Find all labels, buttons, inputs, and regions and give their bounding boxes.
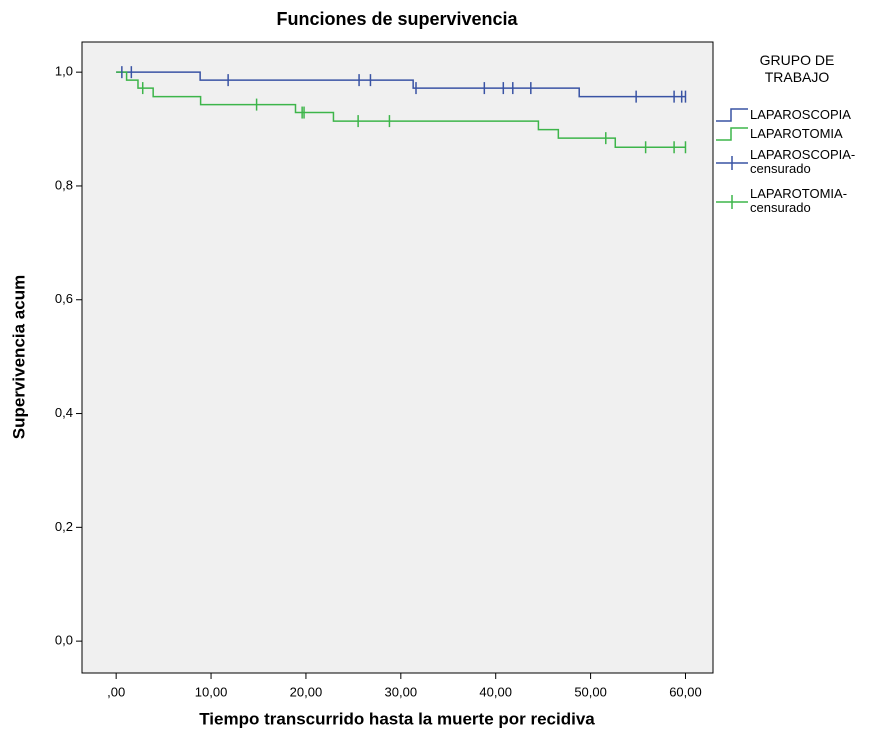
chart-title: Funciones de supervivencia (276, 9, 518, 29)
y-tick-label: 0,6 (55, 291, 73, 306)
x-tick-label: 20,00 (290, 684, 323, 699)
legend-symbol (716, 156, 748, 170)
x-tick-label: 10,00 (195, 684, 228, 699)
legend-symbol (716, 127, 748, 141)
survival-line (116, 71, 686, 98)
y-axis-label: Supervivencia acum (9, 275, 28, 439)
y-tick-label: 0,2 (55, 519, 73, 534)
y-tick-label: 1,0 (55, 64, 73, 79)
legend-symbol (716, 195, 748, 209)
y-tick-label: 0,4 (55, 405, 73, 420)
legend-symbol (716, 108, 748, 122)
x-tick-label: 40,00 (479, 684, 512, 699)
x-tick-label: 50,00 (574, 684, 607, 699)
legend-label: LAPAROTOMIA (750, 126, 843, 141)
x-tick-label: 60,00 (669, 684, 702, 699)
survival-line (116, 71, 686, 149)
legend-title: GRUPO DE TRABAJO (759, 52, 835, 85)
x-tick-label: 30,00 (385, 684, 418, 699)
legend-label: LAPAROTOMIA- censurado (750, 186, 848, 215)
x-axis-label: Tiempo transcurrido hasta la muerte por … (199, 709, 595, 728)
y-tick-label: 0,8 (55, 177, 73, 192)
legend-label: LAPAROSCOPIA- censurado (750, 147, 856, 176)
x-tick-label: ,00 (107, 684, 125, 699)
legend-label: LAPAROSCOPIA (750, 107, 851, 122)
plot-area (81, 41, 714, 674)
y-tick-label: 0,0 (55, 633, 73, 648)
